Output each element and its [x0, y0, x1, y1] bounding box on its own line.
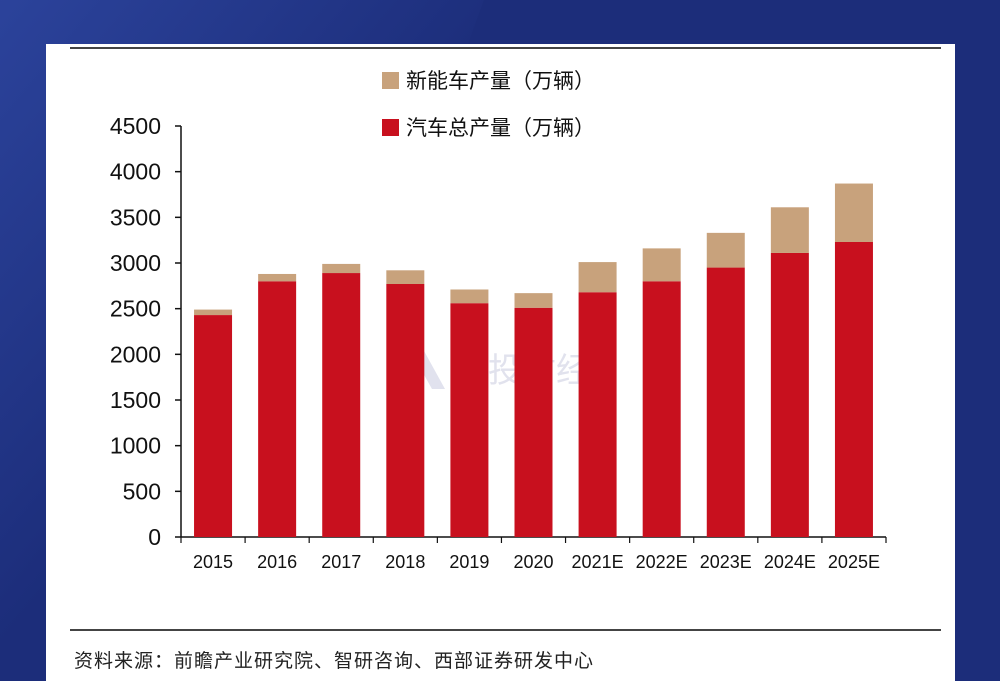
x-tick-label: 2016 — [257, 552, 297, 572]
y-tick-label: 4000 — [110, 159, 161, 185]
bar-total-2015 — [194, 315, 233, 537]
x-tick-label: 2024E — [764, 552, 816, 572]
bar-nev-2023E — [706, 232, 745, 268]
bars — [194, 183, 873, 537]
bar-nev-2021E — [578, 262, 617, 293]
y-tick-label: 4500 — [110, 113, 161, 139]
bar-nev-2017 — [322, 263, 361, 274]
x-tick-label: 2020 — [513, 552, 553, 572]
bar-nev-2019 — [450, 289, 489, 304]
x-tick-label: 2018 — [385, 552, 425, 572]
y-tick-label: 1500 — [110, 387, 161, 413]
x-tick-label: 2021E — [572, 552, 624, 572]
y-tick-label: 500 — [123, 478, 161, 504]
bottom-rule — [70, 629, 941, 631]
source-note: 资料来源：前瞻产业研究院、智研咨询、西部证券研发中心 — [74, 650, 595, 672]
bar-total-2024E — [770, 252, 809, 537]
axes: 0 500 1000 1500 2000 2500 3000 3500 4000 4500 2015… — [110, 113, 887, 572]
legend: 新能车产量（万辆） 汽车总产量（万辆） — [382, 69, 595, 140]
bar-nev-2022E — [642, 248, 681, 282]
bar-total-2022E — [642, 281, 681, 537]
bar-total-2021E — [578, 292, 617, 537]
top-rule — [70, 47, 941, 49]
x-tick-label: 2019 — [449, 552, 489, 572]
legend-label: 新能车产量（万辆） — [406, 69, 595, 93]
x-tick-label: 2015 — [193, 552, 233, 572]
bar-total-2023E — [706, 267, 745, 537]
bar-nev-2016 — [258, 273, 297, 282]
y-tick-label: 2000 — [110, 341, 161, 367]
bar-nev-2024E — [770, 207, 809, 253]
bar-nev-2018 — [386, 270, 425, 285]
y-tick-label: 0 — [148, 524, 161, 550]
bar-total-2018 — [386, 284, 425, 537]
bar-nev-2025E — [834, 183, 873, 242]
bar-total-2019 — [450, 303, 489, 537]
legend-swatch — [382, 72, 399, 89]
x-tick-label: 2025E — [828, 552, 880, 572]
y-tick-label: 2500 — [110, 296, 161, 322]
bar-total-2017 — [322, 273, 361, 537]
bar-nev-2020 — [514, 293, 553, 308]
x-tick-label: 2022E — [636, 552, 688, 572]
bar-nev-2015 — [194, 309, 233, 316]
x-tick-label: 2023E — [700, 552, 752, 572]
bar-total-2016 — [258, 281, 297, 537]
x-tick-label: 2017 — [321, 552, 361, 572]
y-tick-label: 3000 — [110, 250, 161, 276]
legend-swatch — [382, 119, 399, 136]
stacked-bar-chart: 满投财经 新能车产量（万辆）汽车总产量（万辆） 0500100015002000… — [110, 69, 887, 572]
chart-panel: 满投财经 新能车产量（万辆）汽车总产量（万辆） 0500100015002000… — [46, 44, 955, 681]
bar-total-2020 — [514, 307, 553, 537]
y-tick-label: 3500 — [110, 204, 161, 230]
legend-label: 汽车总产量（万辆） — [406, 116, 595, 140]
y-tick-label: 1000 — [110, 433, 161, 459]
bar-total-2025E — [834, 241, 873, 537]
